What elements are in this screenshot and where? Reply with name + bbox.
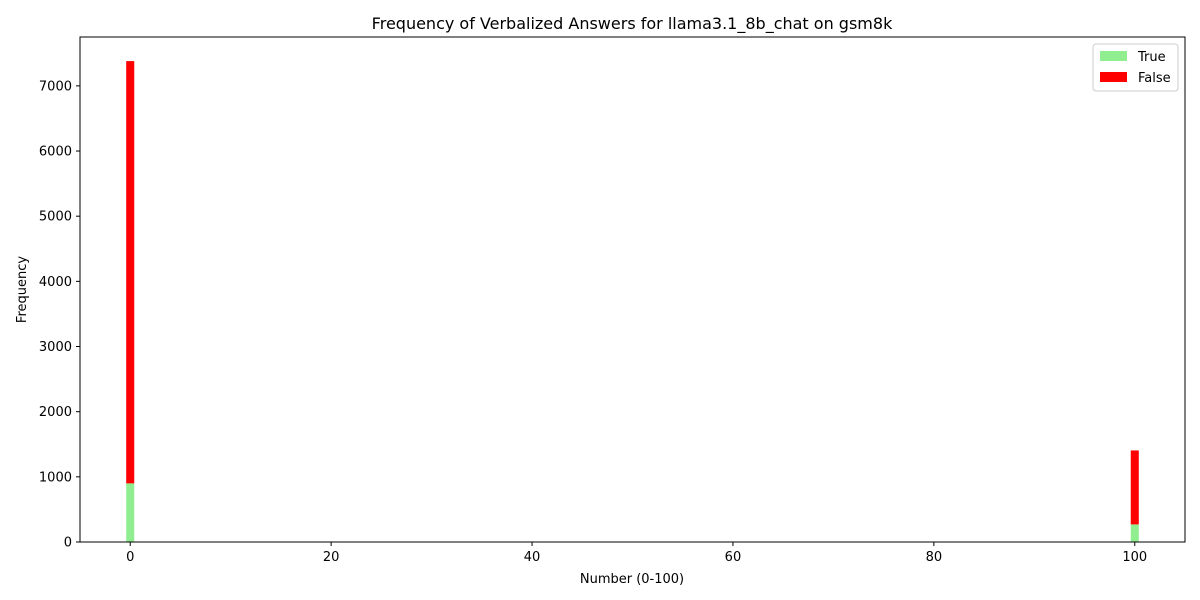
- legend-label-true: True: [1137, 50, 1166, 65]
- bar-true-x0: [126, 483, 135, 542]
- y-tick-label: 4000: [39, 275, 72, 290]
- bar-false-x100: [1130, 450, 1139, 525]
- y-axis-label: Frequency: [15, 256, 30, 323]
- y-tick-label: 2000: [39, 405, 72, 420]
- y-tick-label: 0: [64, 536, 72, 551]
- y-tick-label: 7000: [39, 79, 72, 94]
- y-axis: 0 1000 2000 3000 4000 5000 6000 7000: [39, 79, 80, 551]
- bars-group: [126, 61, 1139, 542]
- bar-false-x0: [126, 61, 135, 484]
- x-tick-label: 80: [926, 550, 943, 565]
- y-tick-label: 3000: [39, 340, 72, 355]
- x-tick-label: 60: [725, 550, 742, 565]
- x-tick-label: 0: [126, 550, 134, 565]
- bar-true-x100: [1130, 524, 1139, 542]
- legend: True False: [1092, 43, 1179, 92]
- plot-frame: [79, 36, 1186, 543]
- x-tick-label: 20: [323, 550, 340, 565]
- legend-label-false: False: [1138, 71, 1171, 86]
- y-tick-label: 1000: [39, 470, 72, 485]
- y-tick-label: 5000: [39, 210, 72, 225]
- x-axis-label: Number (0-100): [580, 572, 684, 587]
- x-axis: 0 20 40 60 80 100: [126, 542, 1147, 565]
- chart-title: Frequency of Verbalized Answers for llam…: [372, 14, 893, 34]
- legend-swatch-false: [1100, 72, 1127, 82]
- x-tick-label: 40: [524, 550, 541, 565]
- legend-swatch-true: [1100, 51, 1127, 61]
- x-tick-label: 100: [1122, 550, 1147, 565]
- y-tick-label: 6000: [39, 145, 72, 160]
